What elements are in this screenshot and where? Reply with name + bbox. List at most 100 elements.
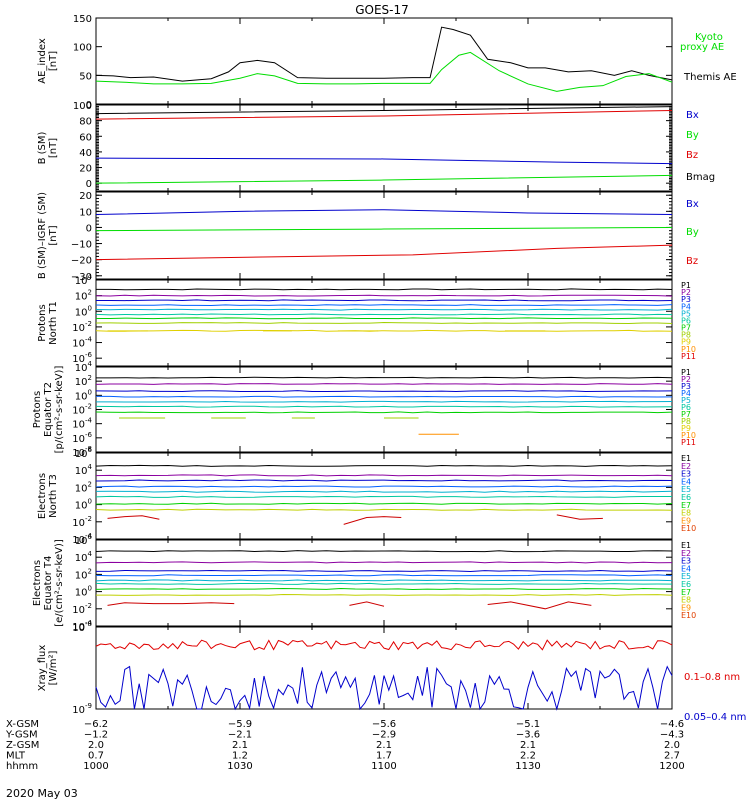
x-row-label: X-GSM bbox=[6, 719, 39, 730]
legend-e3: E3 bbox=[681, 470, 691, 479]
y-tick-label: 40 bbox=[79, 148, 92, 159]
legend-p5: P5 bbox=[681, 396, 691, 405]
legend-p10: P10 bbox=[681, 345, 696, 354]
legend-e7: E7 bbox=[681, 501, 691, 510]
x-row-label: Z-GSM bbox=[6, 740, 39, 751]
channel-e1 bbox=[95, 550, 673, 553]
channel-e5 bbox=[95, 579, 673, 582]
legend-bx: Bx bbox=[686, 199, 699, 210]
panel-et3: Electrons North T310610410210010-210-4E1E… bbox=[37, 446, 696, 546]
y-axis-label: Xray_flux bbox=[37, 645, 48, 692]
y-tick-label: 0 bbox=[86, 100, 92, 111]
x-row-label: hhmm bbox=[6, 761, 38, 772]
x-axis-table: X-GSM −6.2 −5.9 −5.6 −5.1 −4.6 Y-GSM −1.2 −2.1 −2… bbox=[5, 719, 685, 772]
x-row-value: −5.9 bbox=[228, 719, 252, 730]
legend-bmag: Bmag bbox=[686, 172, 715, 183]
legend-e10: E10 bbox=[681, 611, 696, 620]
y-axis-label: [nT] bbox=[48, 225, 59, 245]
channel-p6 bbox=[95, 405, 673, 408]
y-axis-label: North T1 bbox=[48, 301, 59, 345]
y-tick-label: 102 bbox=[75, 289, 92, 303]
channel-p7 bbox=[95, 411, 673, 414]
legend-e4: E4 bbox=[681, 564, 691, 573]
y-tick-label: 100 bbox=[75, 388, 92, 402]
legend-by: By bbox=[686, 130, 699, 141]
y-tick-label: −30 bbox=[71, 272, 92, 283]
series-bz bbox=[95, 244, 673, 261]
legend-p9: P9 bbox=[681, 338, 691, 347]
legend-p10: P10 bbox=[681, 431, 696, 440]
y-tick-label: 10-8 bbox=[72, 445, 92, 459]
y-tick-label: 20 bbox=[79, 191, 92, 202]
y-tick-label: 10-2 bbox=[72, 320, 92, 334]
legend-bx: Bx bbox=[686, 110, 699, 121]
legend-e9: E9 bbox=[681, 603, 691, 612]
y-tick-label: 10-4 bbox=[72, 532, 92, 546]
legend-p2: P2 bbox=[681, 375, 691, 384]
x-row-value: 1030 bbox=[227, 761, 252, 772]
y-tick-label: 80 bbox=[79, 117, 92, 128]
y-tick-label: 10-8 bbox=[72, 620, 92, 634]
legend-p3: P3 bbox=[681, 382, 691, 391]
y-axis-label: [W/m²] bbox=[48, 650, 59, 685]
legend-e2: E2 bbox=[681, 462, 691, 471]
series-xray-short bbox=[95, 665, 673, 711]
y-tick-label: 150 bbox=[73, 14, 92, 25]
x-row-label: Y-GSM bbox=[5, 730, 38, 741]
legend-p5: P5 bbox=[681, 309, 691, 318]
y-tick-label: 102 bbox=[75, 567, 92, 581]
legend-p6: P6 bbox=[681, 316, 691, 325]
channel-p5 bbox=[95, 400, 673, 403]
channel-p5 bbox=[95, 308, 673, 311]
y-axis-label: B (SM)–IGRF (SM) bbox=[37, 192, 48, 279]
channel-e4 bbox=[95, 485, 673, 488]
series-bmag bbox=[95, 106, 673, 115]
channel-segment bbox=[107, 602, 235, 606]
legend-proxy-ae: proxy AE bbox=[680, 42, 724, 53]
y-axis-label: B (SM) bbox=[37, 131, 48, 164]
channel-p7 bbox=[95, 317, 673, 320]
y-tick-label: 100 bbox=[73, 43, 92, 54]
x-row-value: −5.1 bbox=[516, 719, 540, 730]
x-row-value: 0.7 bbox=[88, 751, 104, 762]
y-tick-label: −10 bbox=[71, 240, 92, 251]
legend-e5: E5 bbox=[681, 485, 691, 494]
y-tick-label: 10-6 bbox=[72, 431, 92, 445]
channel-p3 bbox=[95, 299, 673, 302]
channel-p8 bbox=[95, 322, 673, 324]
panel-b: B (SM) [nT] 0 20 40 60 80 100 Bx By Bz Bmag bbox=[37, 101, 715, 192]
y-tick-label: 10-4 bbox=[72, 619, 92, 633]
y-tick-label: 10-4 bbox=[72, 417, 92, 431]
legend-e4: E4 bbox=[681, 477, 691, 486]
y-tick-label: 104 bbox=[75, 360, 93, 374]
legend-e9: E9 bbox=[681, 516, 691, 525]
legend-p7: P7 bbox=[681, 324, 691, 333]
series-bx bbox=[95, 209, 673, 216]
channel-p2 bbox=[95, 383, 673, 385]
panel-frame bbox=[95, 191, 673, 280]
y-tick-label: 20 bbox=[79, 164, 92, 175]
channel-e8 bbox=[95, 594, 673, 596]
legend-p7: P7 bbox=[681, 410, 691, 419]
channel-e8 bbox=[95, 508, 673, 511]
channel-p1 bbox=[95, 376, 673, 379]
legend-p4: P4 bbox=[681, 302, 691, 311]
x-row-value: 1130 bbox=[515, 761, 540, 772]
series-bz bbox=[95, 109, 673, 120]
x-row-value: 2.0 bbox=[88, 740, 104, 751]
legend-p3: P3 bbox=[681, 295, 691, 304]
panel-db: B (SM)–IGRF (SM) [nT] 20 10 0 −10 −20 −30 Bx By Bz bbox=[37, 191, 699, 283]
channel-e7 bbox=[95, 588, 673, 590]
y-tick-label: 50 bbox=[79, 71, 92, 82]
legend-e6: E6 bbox=[681, 580, 691, 589]
y-tick-label: 0 bbox=[86, 223, 92, 234]
y-tick-label: 10-6 bbox=[72, 351, 92, 365]
series-themis-ae bbox=[95, 26, 673, 82]
x-row-value: 2.7 bbox=[664, 751, 680, 762]
channel-p6 bbox=[95, 313, 673, 316]
x-row-value: 1.2 bbox=[232, 751, 248, 762]
channel-e4 bbox=[95, 574, 673, 577]
y-tick-label: 10-2 bbox=[72, 602, 92, 616]
x-row-value: 2.1 bbox=[376, 740, 392, 751]
